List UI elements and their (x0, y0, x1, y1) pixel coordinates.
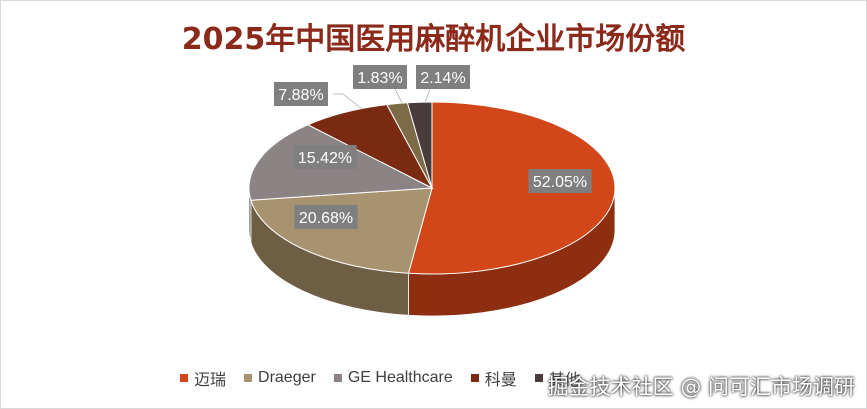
legend-label: 其他 (548, 372, 581, 389)
legend-item-draeger: Draeger (244, 369, 316, 387)
chart-legend: 迈瑞 Draeger GE Healthcare 科曼 其他 (180, 366, 581, 390)
label-leader-line (333, 93, 363, 110)
data-label: 20.68% (299, 210, 353, 227)
legend-label: 迈瑞 (194, 372, 227, 389)
legend-label: 科曼 (484, 372, 517, 389)
legend-swatch (470, 374, 479, 382)
data-label-box (416, 65, 470, 89)
legend-item-ge: GE Healthcare (333, 369, 453, 387)
data-label-box (294, 205, 358, 229)
data-label-box (528, 169, 592, 193)
data-label-box (293, 145, 357, 169)
pie-slice (406, 101, 433, 189)
label-leader-line (424, 88, 431, 104)
legend-swatch (333, 374, 342, 382)
pie-slice (306, 104, 434, 190)
label-leader-line (394, 88, 403, 104)
chart-title: 2025年中国医用麻醉机企业市场份额 (181, 22, 686, 57)
watermark: 掘金技术社区 @ 问可汇市场调研 (547, 375, 855, 399)
legend-item-mindray: 迈瑞 (180, 366, 226, 390)
data-label: 7.88% (278, 87, 323, 104)
data-label: 15.42% (298, 150, 352, 167)
data-label-box (274, 82, 328, 106)
pie-slice (407, 101, 616, 275)
data-label: 52.05% (533, 174, 587, 191)
legend-item-comen: 科曼 (470, 366, 517, 390)
legend-label: Draeger (258, 369, 316, 386)
legend-swatch (534, 374, 543, 382)
data-label: 1.83% (357, 70, 402, 87)
legend-swatch (244, 374, 253, 382)
data-label-box (353, 65, 407, 89)
legend-label: GE Healthcare (347, 369, 453, 386)
legend-item-other: 其他 (534, 366, 581, 390)
legend-swatch (180, 374, 188, 382)
data-label: 2.14% (420, 70, 465, 87)
